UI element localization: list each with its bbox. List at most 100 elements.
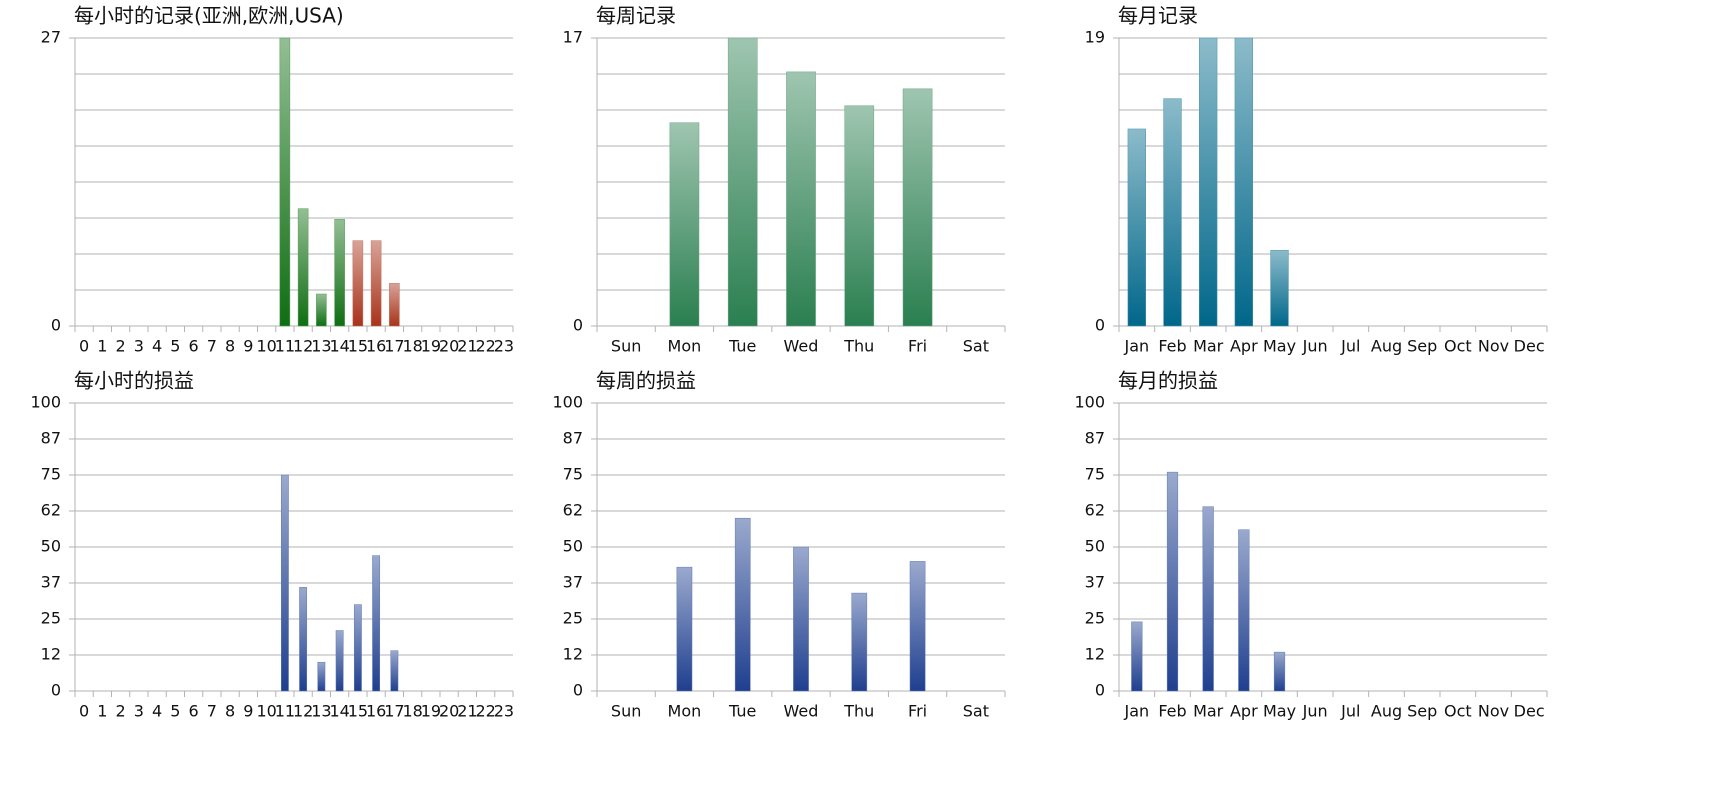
- x-tick-label: Wed: [784, 702, 819, 721]
- x-tick-label: 16: [366, 702, 386, 721]
- bar: [1202, 506, 1214, 692]
- bar: [909, 561, 926, 692]
- bar: [279, 37, 291, 327]
- y-tick-label: 87: [563, 429, 583, 448]
- x-tick-label: Apr: [1230, 337, 1258, 356]
- chart-panel: 每周记录 0 17 Sun Mon Tue Wed Thu Fri Sat: [563, 4, 1006, 356]
- x-tick-label: Thu: [843, 702, 874, 721]
- x-tick-label: 20: [439, 702, 459, 721]
- y-tick-label: 25: [1085, 609, 1105, 628]
- x-tick-label: Feb: [1158, 337, 1186, 356]
- y-tick-label: 87: [1085, 429, 1105, 448]
- x-tick-label: 13: [311, 702, 331, 721]
- bar: [335, 630, 344, 692]
- y-tick-label: 62: [1085, 501, 1105, 520]
- y-tick-label: 12: [563, 645, 583, 664]
- y-tick-label: 50: [41, 537, 61, 556]
- bar: [390, 650, 399, 692]
- x-tick-label: 2: [116, 702, 126, 721]
- y-tick-label: 75: [563, 465, 583, 484]
- x-tick-label: 8: [225, 337, 235, 356]
- x-tick-label: Feb: [1158, 702, 1186, 721]
- x-tick-label: Thu: [843, 337, 874, 356]
- x-tick-label: 21: [457, 702, 477, 721]
- x-tick-label: Apr: [1230, 702, 1258, 721]
- x-tick-label: 5: [170, 702, 180, 721]
- x-tick-label: 14: [329, 702, 349, 721]
- x-tick-label: Mon: [668, 337, 702, 356]
- y-tick-label: 0: [573, 316, 583, 335]
- bar: [793, 546, 809, 692]
- x-tick-label: 12: [293, 702, 313, 721]
- x-tick-label: 1: [97, 702, 107, 721]
- bar: [280, 474, 289, 692]
- x-tick-label: Jul: [1340, 337, 1360, 356]
- x-tick-label: 7: [207, 337, 217, 356]
- x-tick-label: 17: [384, 337, 404, 356]
- y-tick-label: 19: [1085, 28, 1105, 47]
- bar: [1166, 471, 1179, 692]
- y-tick-label: 100: [552, 393, 583, 412]
- x-tick-label: 8: [225, 702, 235, 721]
- y-tick-label: 62: [41, 501, 61, 520]
- bar: [389, 283, 400, 327]
- y-tick-label: 100: [30, 393, 61, 412]
- x-tick-label: 12: [293, 337, 313, 356]
- y-tick-label: 50: [563, 537, 583, 556]
- bar: [1131, 621, 1143, 692]
- x-tick-label: Sep: [1407, 337, 1437, 356]
- bar: [372, 555, 381, 692]
- y-tick-label: 27: [41, 28, 61, 47]
- y-tick-label: 12: [41, 645, 61, 664]
- x-tick-label: 18: [402, 702, 422, 721]
- bar: [317, 661, 326, 692]
- bar: [1270, 249, 1289, 327]
- x-tick-label: May: [1263, 337, 1296, 356]
- x-tick-label: Wed: [784, 337, 819, 356]
- y-tick-label: 75: [1085, 465, 1105, 484]
- x-tick-label: 4: [152, 337, 162, 356]
- bar: [1163, 98, 1182, 327]
- x-tick-label: 6: [189, 702, 199, 721]
- x-tick-label: 4: [152, 702, 162, 721]
- bar: [844, 105, 875, 327]
- x-tick-label: Jan: [1123, 702, 1149, 721]
- y-tick-label: 37: [563, 573, 583, 592]
- bar: [786, 71, 816, 327]
- x-tick-label: Sep: [1407, 702, 1437, 721]
- y-tick-label: 75: [41, 465, 61, 484]
- chart-title: 每月记录: [1118, 4, 1198, 28]
- x-tick-label: Mar: [1193, 702, 1224, 721]
- x-tick-label: 10: [256, 337, 276, 356]
- x-tick-label: 11: [275, 337, 295, 356]
- x-tick-label: Fri: [908, 337, 927, 356]
- x-tick-label: May: [1263, 702, 1296, 721]
- x-tick-label: 5: [170, 337, 180, 356]
- x-tick-label: Tue: [728, 702, 756, 721]
- x-tick-label: Jun: [1302, 702, 1328, 721]
- x-tick-label: Jan: [1123, 337, 1149, 356]
- y-tick-label: 87: [41, 429, 61, 448]
- x-tick-label: 0: [79, 337, 89, 356]
- y-tick-label: 50: [1085, 537, 1105, 556]
- bar: [676, 566, 693, 692]
- x-tick-label: Aug: [1371, 337, 1402, 356]
- x-tick-label: 20: [439, 337, 459, 356]
- x-tick-label: 15: [348, 337, 368, 356]
- bar: [902, 88, 933, 327]
- x-tick-label: Oct: [1444, 337, 1472, 356]
- x-tick-label: Nov: [1478, 702, 1509, 721]
- y-tick-label: 0: [51, 316, 61, 335]
- y-tick-label: 62: [563, 501, 583, 520]
- x-tick-label: 13: [311, 337, 331, 356]
- x-tick-label: 16: [366, 337, 386, 356]
- x-tick-label: 17: [384, 702, 404, 721]
- y-tick-label: 37: [1085, 573, 1105, 592]
- bar: [353, 604, 362, 692]
- x-tick-label: 23: [494, 337, 514, 356]
- x-tick-label: Dec: [1514, 702, 1545, 721]
- x-tick-label: 22: [475, 337, 495, 356]
- x-tick-label: 21: [457, 337, 477, 356]
